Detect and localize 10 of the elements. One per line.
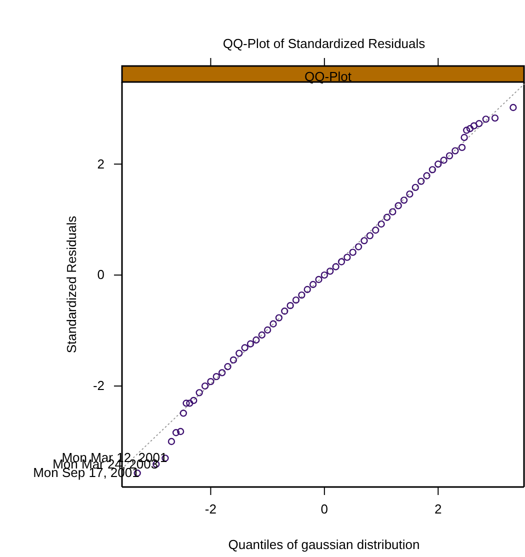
annotation: QQ-Plot [304,69,352,84]
chart-title: QQ-Plot of Standardized Residuals [222,36,426,51]
x-tick-label: 0 [320,502,328,517]
y-tick-label: 2 [97,156,104,172]
x-tick-label: -2 [204,502,216,517]
y-tick-label: -2 [92,378,104,394]
y-axis-title: Standardized Residuals [64,215,79,354]
x-tick-label: 2 [434,502,442,517]
x-axis-title: Quantiles of gaussian distribution [228,537,420,552]
y-tick-label: 0 [97,267,104,282]
